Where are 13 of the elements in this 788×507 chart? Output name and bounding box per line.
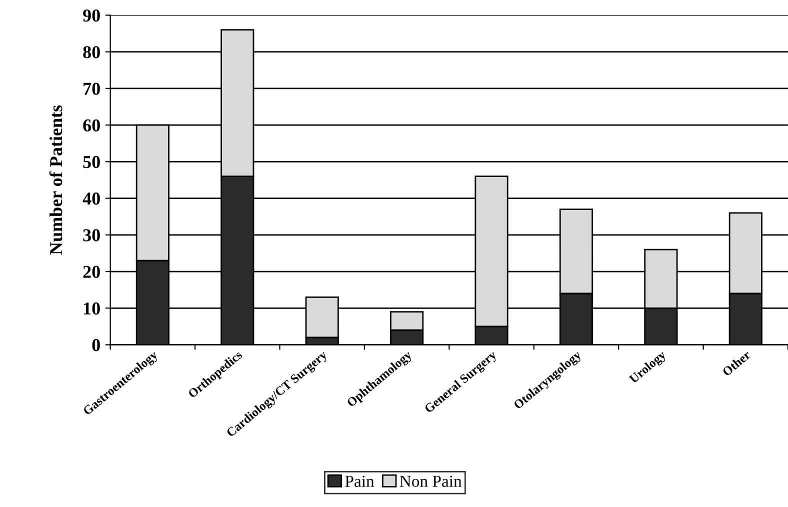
y-axis-title: Number of Patients <box>49 105 62 255</box>
legend-label: Pain <box>345 476 374 487</box>
y-tick-label: 60 <box>83 119 100 132</box>
legend-label: Non Pain <box>400 476 462 487</box>
y-tick-label: 80 <box>83 46 100 58</box>
y-tick-label: 50 <box>83 156 100 168</box>
y-tick-label: 90 <box>83 9 100 22</box>
y-tick-label: 0 <box>92 339 100 352</box>
y-tick-label: 10 <box>84 302 100 315</box>
y-tick-label: 20 <box>83 266 100 278</box>
y-tick-label: 30 <box>83 229 100 242</box>
y-tick-label: 40 <box>82 192 100 205</box>
y-tick-label: 70 <box>84 82 100 95</box>
